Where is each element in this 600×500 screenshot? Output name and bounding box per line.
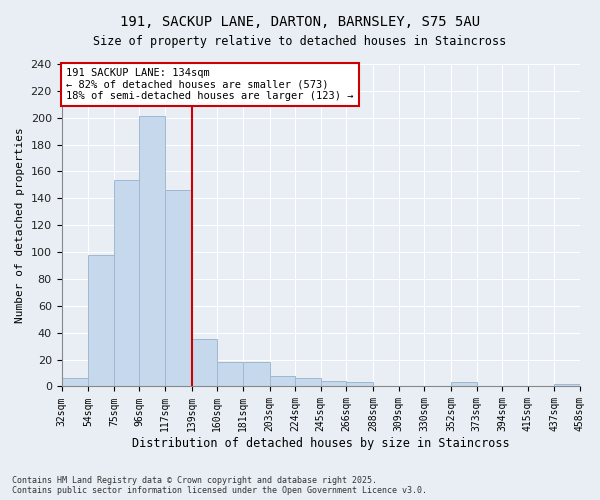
Bar — [62, 378, 88, 386]
Bar — [114, 180, 139, 386]
Y-axis label: Number of detached properties: Number of detached properties — [15, 128, 25, 323]
Bar — [269, 376, 295, 386]
Bar — [451, 382, 476, 386]
Bar — [243, 362, 269, 386]
Bar — [88, 255, 114, 386]
Bar — [217, 362, 243, 386]
Text: 191 SACKUP LANE: 134sqm
← 82% of detached houses are smaller (573)
18% of semi-d: 191 SACKUP LANE: 134sqm ← 82% of detache… — [67, 68, 354, 101]
Bar — [346, 382, 373, 386]
Bar — [192, 340, 217, 386]
Bar — [321, 381, 346, 386]
Bar — [165, 190, 192, 386]
Text: Contains HM Land Registry data © Crown copyright and database right 2025.
Contai: Contains HM Land Registry data © Crown c… — [12, 476, 427, 495]
Text: Size of property relative to detached houses in Staincross: Size of property relative to detached ho… — [94, 35, 506, 48]
Bar — [554, 384, 580, 386]
Bar — [295, 378, 321, 386]
Text: 191, SACKUP LANE, DARTON, BARNSLEY, S75 5AU: 191, SACKUP LANE, DARTON, BARNSLEY, S75 … — [120, 15, 480, 29]
X-axis label: Distribution of detached houses by size in Staincross: Distribution of detached houses by size … — [132, 437, 509, 450]
Bar — [139, 116, 165, 386]
